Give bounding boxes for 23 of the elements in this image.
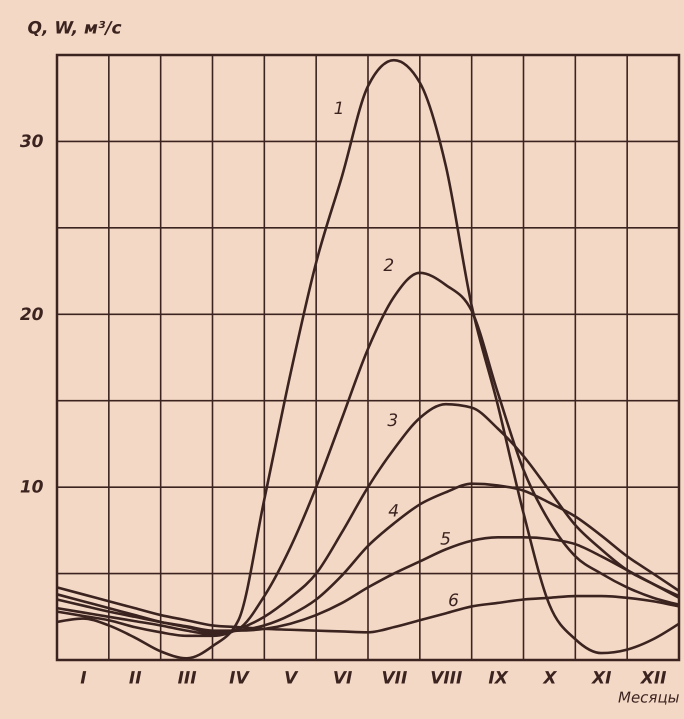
x-tick-label: VIII — [430, 668, 462, 688]
series-label: 1 — [334, 99, 344, 119]
y-axis-title: Q, W, м³/с — [28, 18, 122, 38]
series-label: 3 — [387, 411, 398, 432]
x-tick-label: V — [284, 668, 300, 688]
series-label: 4 — [388, 502, 400, 522]
y-tick-label: 10 — [20, 478, 44, 498]
x-tick-label: IX — [488, 668, 509, 688]
x-tick-label: IV — [229, 668, 250, 688]
x-tick-label: VII — [382, 668, 408, 688]
y-tick-label: 30 — [20, 132, 44, 152]
x-tick-label: X — [542, 668, 558, 688]
x-axis-title: Месяцы — [618, 688, 680, 706]
x-tick-label: XI — [591, 668, 612, 688]
x-tick-label: III — [178, 668, 197, 688]
x-tick-label: I — [80, 668, 87, 688]
series-label: 2 — [383, 256, 394, 276]
y-tick-label: 20 — [20, 304, 44, 325]
x-tick-label: II — [128, 668, 142, 688]
series-label: 5 — [440, 529, 451, 550]
series-label: 6 — [448, 590, 460, 611]
x-tick-label: VI — [332, 668, 352, 688]
x-tick-label: XII — [640, 668, 666, 688]
